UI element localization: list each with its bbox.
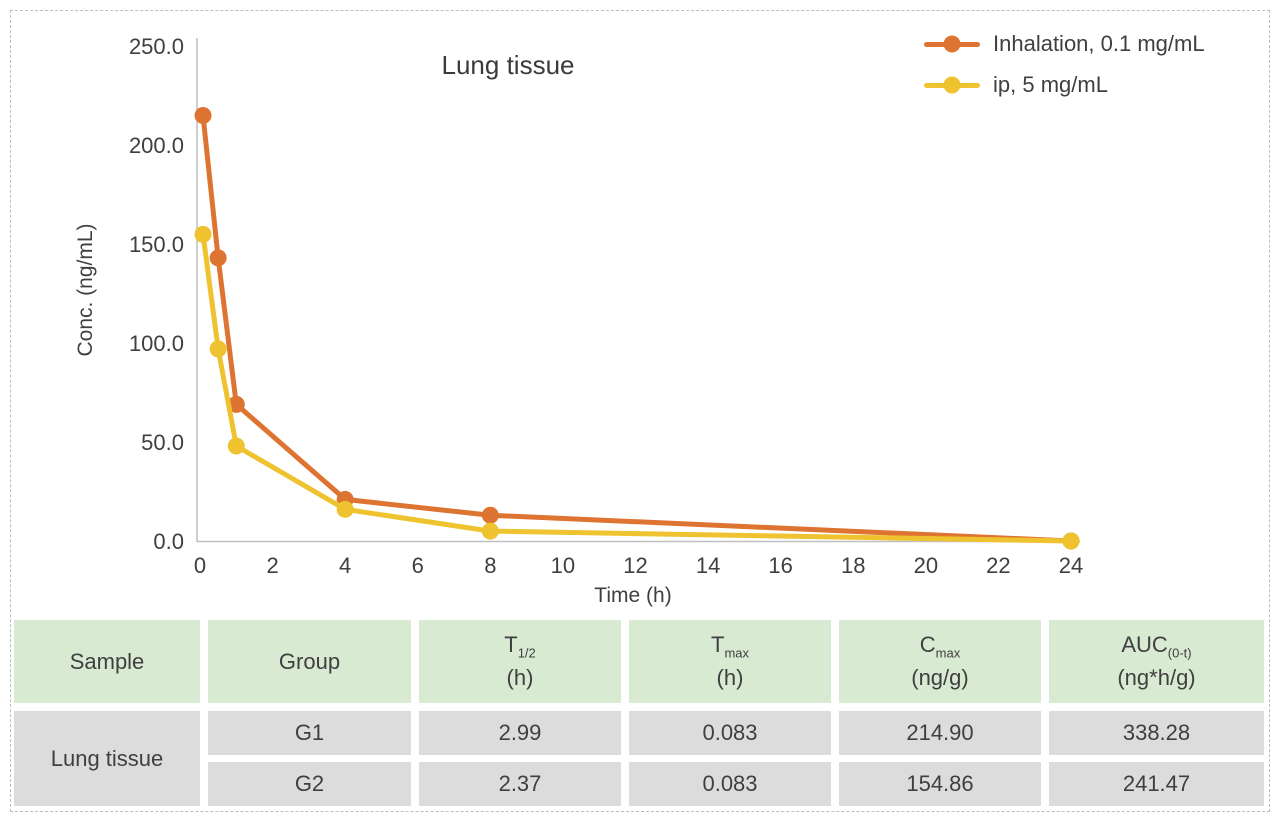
table-header-sample: Sample [14,620,200,703]
table-header-t-max: Tmax (h) [629,620,831,703]
data-point [209,340,227,358]
legend-entry-inhalation: Inhalation, 0.1 mg/mL [924,30,1205,58]
table-header-c-max: Cmax (ng/g) [839,620,1041,703]
legend-line-marker-icon [924,76,980,94]
data-point [194,106,212,124]
data-point [227,395,245,413]
legend-label: Inhalation, 0.1 mg/mL [993,31,1205,56]
chart-title: Lung tissue [441,50,575,80]
x-tick-label: 8 [484,553,496,578]
plot-canvas: 0 2 4 6 8 10 12 14 16 18 20 22 240.050.0100.0150.020… [129,34,1083,578]
pk-line-chart: 0 2 4 6 8 10 12 14 16 18 20 22 24 0.0 50.0 100.0 150.0 20… [74,30,1205,607]
x-tick-label: 6 [412,553,424,578]
table-cell-tmax-g2: 0.083 [629,762,831,806]
x-tick-label: 18 [841,553,865,578]
data-point [481,522,499,540]
table-header-t-half: T1/2 (h) [419,620,621,703]
table-cell-thalf-g2: 2.37 [419,762,621,806]
data-point [209,249,227,267]
table-cell-cmax-g2: 154.86 [839,762,1041,806]
x-axis-title: Time (h) [594,584,672,607]
y-tick-label: 250.0 [129,34,184,59]
x-tick-label: 10 [551,553,575,578]
x-tick-label: 16 [768,553,792,578]
y-axis-title: Conc. (ng/mL) [74,223,97,357]
y-tick-label: 150.0 [129,232,184,257]
series-line-1 [200,231,1074,544]
y-tick-label: 200.0 [129,133,184,158]
y-tick-label: 100.0 [129,331,184,356]
data-point [481,506,499,524]
x-tick-label: 12 [623,553,647,578]
y-tick-label: 0.0 [153,529,184,554]
table-cell-auc-g2: 241.47 [1049,762,1264,806]
data-point [336,500,354,518]
x-tick-label: 22 [986,553,1010,578]
table-cell-group-g1: G1 [208,711,411,755]
chart-legend: Inhalation, 0.1 mg/mL ip, 5 mg/mL [924,30,1205,99]
table-cell-auc-g1: 338.28 [1049,711,1264,755]
table-cell-group-g2: G2 [208,762,411,806]
table-cell-cmax-g1: 214.90 [839,711,1041,755]
x-tick-label: 20 [914,553,938,578]
data-point [227,437,245,455]
series-line-0 [200,112,1074,544]
legend-line-marker-icon [924,35,980,53]
x-tick-label: 2 [266,553,278,578]
table-cell-sample: Lung tissue [14,711,200,806]
x-tick-label: 4 [339,553,351,578]
x-tick-label: 0 [194,553,206,578]
y-tick-label: 50.0 [141,430,184,455]
table-cell-thalf-g1: 2.99 [419,711,621,755]
table-header-group: Group [208,620,411,703]
table-header-auc: AUC(0-t) (ng*h/g) [1049,620,1264,703]
legend-label: ip, 5 mg/mL [993,72,1108,97]
legend-entry-ip: ip, 5 mg/mL [924,71,1205,99]
pk-parameters-table: Sample Group T1/2 (h) Tmax (h) Cmax (ng/… [14,620,1264,806]
x-tick-label: 14 [696,553,720,578]
data-point [1062,532,1080,550]
data-point [194,225,212,243]
table-cell-tmax-g1: 0.083 [629,711,831,755]
x-tick-label: 24 [1059,553,1083,578]
